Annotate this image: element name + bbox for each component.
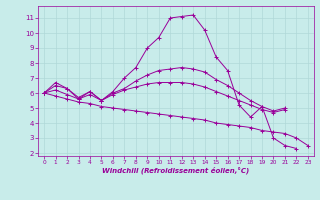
X-axis label: Windchill (Refroidissement éolien,°C): Windchill (Refroidissement éolien,°C): [102, 167, 250, 174]
